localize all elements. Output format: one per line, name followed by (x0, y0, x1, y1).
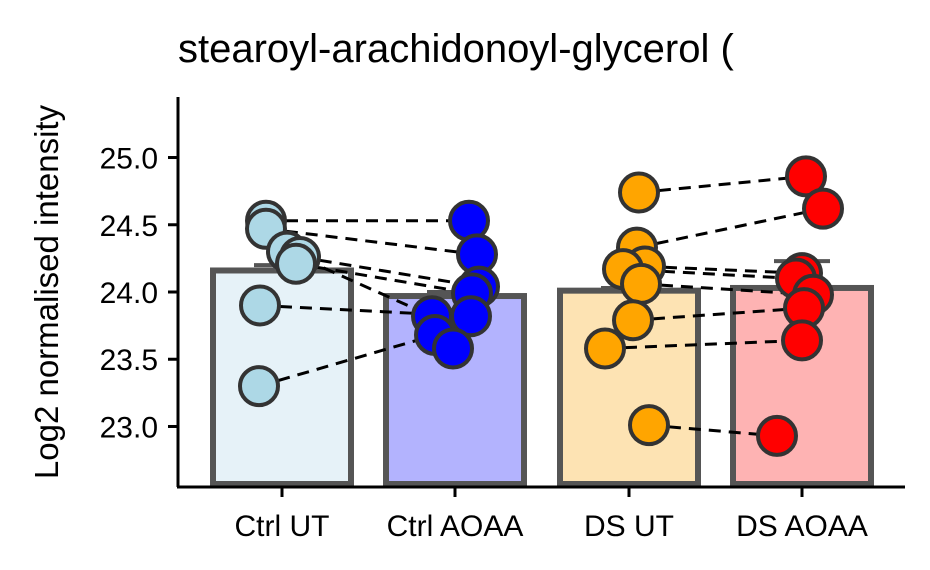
pair-line-0-4 (295, 262, 473, 295)
data-point-1-7 (432, 327, 474, 370)
data-point-2-5 (612, 299, 654, 342)
data-point-3-1 (802, 187, 844, 230)
pair-line-1-6 (604, 338, 803, 350)
pair-line-1-2 (644, 264, 803, 275)
x-tick-label-2: DS UT (584, 510, 674, 543)
data-point-2-7 (628, 404, 670, 447)
data-point-3-0 (785, 155, 827, 198)
y-tick-label-3: 24.5 (100, 210, 158, 243)
bar-0 (210, 267, 354, 487)
y-axis-label: Log2 normalised intensity (28, 104, 65, 479)
data-point-3-6 (781, 319, 823, 362)
axes: 23.0 23.5 24.0 24.5 25.0 Ctrl UT Ctrl AOAA DS U… (100, 97, 905, 543)
data-point-1-5 (450, 295, 492, 338)
pair-line-1-7 (648, 423, 778, 438)
y-tick-label-4: 25.0 (100, 143, 158, 176)
x-tick-label-3: DS AOAA (736, 510, 868, 543)
pair-line-1-0 (638, 174, 807, 194)
y-tick-label-1: 23.5 (100, 344, 158, 377)
bar-3 (730, 284, 874, 487)
data-point-2-0 (618, 171, 660, 214)
chart-title: stearoyl-arachidonoyl-glycerol ( (178, 27, 734, 71)
data-point-0-4 (275, 242, 317, 285)
y-tick-label-0: 23.0 (100, 411, 158, 444)
data-point-1-0 (448, 199, 490, 242)
pair-line-0-5 (259, 303, 472, 318)
pair-line-1-1 (636, 207, 824, 250)
data-point-0-5 (239, 284, 281, 327)
pair-line-1-5 (632, 306, 805, 322)
pair-line-0-6 (258, 333, 436, 388)
x-tick-label-1: Ctrl AOAA (387, 510, 524, 543)
x-tick-label-0: Ctrl UT (235, 510, 330, 543)
data-point-2-4 (620, 262, 662, 305)
data-point-2-6 (584, 327, 626, 370)
data-point-0-6 (238, 365, 280, 408)
points-layer (238, 155, 844, 457)
pair-line-0-1 (265, 227, 478, 256)
y-tick-label-2: 24.0 (100, 277, 158, 310)
data-point-3-7 (756, 414, 798, 457)
pair-line-0-3 (299, 255, 480, 289)
